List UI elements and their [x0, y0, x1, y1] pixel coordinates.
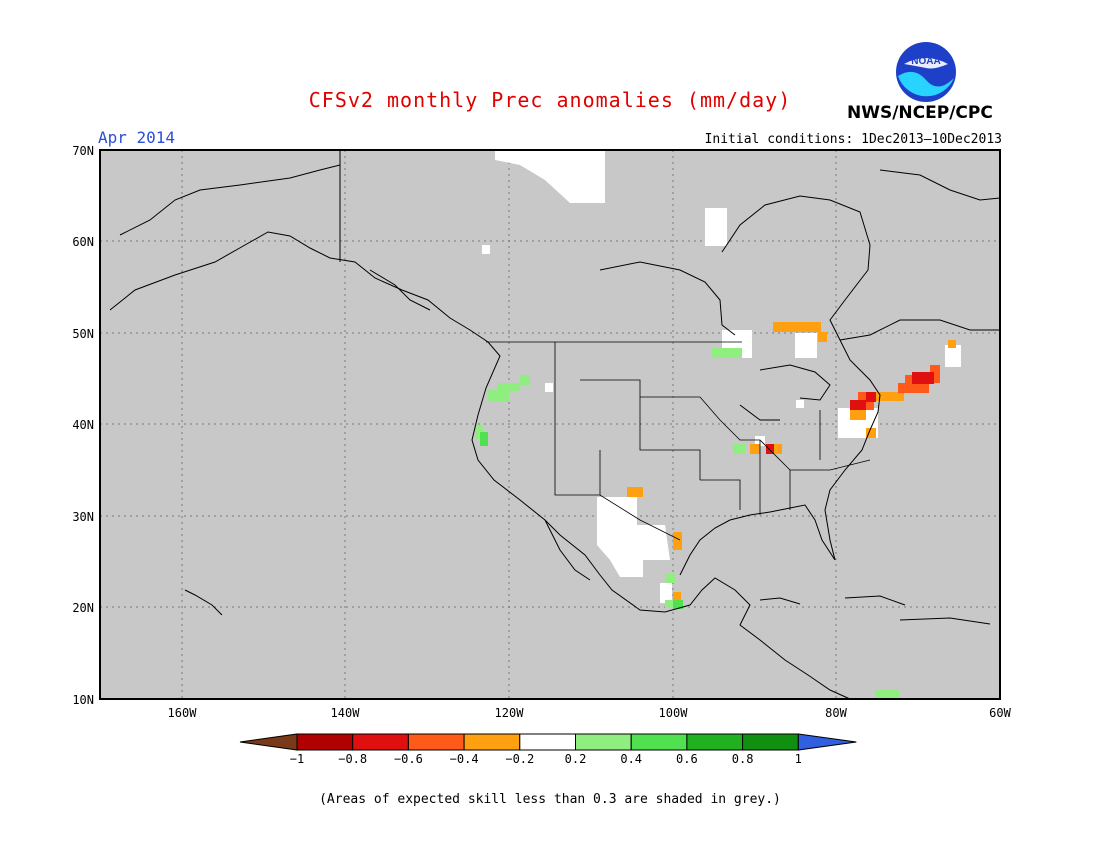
noaa-logo: NOAA: [894, 40, 958, 104]
lat-label: 60N: [72, 235, 94, 249]
colorbar-segment: [407, 733, 465, 751]
colorbar-arrow-high: [797, 733, 857, 751]
colorbar-segment: [519, 733, 576, 751]
colorbar-tick-label: 0.8: [732, 752, 754, 766]
forecast-month: Apr 2014: [98, 128, 176, 147]
lon-axis: 160W 140W 120W 100W 80W 60W: [168, 706, 1012, 720]
colorbar-segment: [463, 733, 521, 751]
lon-label: 100W: [659, 706, 689, 720]
lat-label: 20N: [72, 601, 94, 615]
map-title: CFSv2 monthly Prec anomalies (mm/day): [308, 88, 792, 112]
colorbar-segment: [575, 733, 632, 751]
coastlines: [109, 150, 1001, 700]
weak-wet-anomalies: [475, 348, 899, 699]
colorbar: [239, 733, 857, 751]
lon-label: 60W: [989, 706, 1011, 720]
map-frame: [99, 149, 1001, 700]
strong-dry-anomalies: [766, 372, 934, 454]
skill-footnote: (Areas of expected skill less than 0.3 a…: [319, 792, 781, 807]
colorbar-segment: [742, 733, 799, 751]
colorbar-tick-label: −0.4: [450, 752, 479, 766]
lat-label: 70N: [72, 144, 94, 158]
agency-label: NWS/NCEP/CPC: [847, 103, 993, 123]
colorbar-arrow-low: [239, 733, 298, 751]
lat-label: 40N: [72, 418, 94, 432]
lon-label: 160W: [168, 706, 198, 720]
noaa-logo-text: NOAA: [911, 56, 940, 67]
colorbar-tick-label: 0.4: [620, 752, 642, 766]
colorbar-tick-label: 1: [795, 752, 802, 766]
lat-axis: 70N 60N 50N 40N 30N 20N 10N: [72, 144, 94, 707]
political-borders: [486, 341, 871, 541]
initial-conditions: Initial conditions: 1Dec2013–10Dec2013: [704, 132, 1002, 147]
lat-label: 10N: [72, 693, 94, 707]
lon-label: 140W: [331, 706, 361, 720]
lat-label: 30N: [72, 510, 94, 524]
lon-label: 80W: [825, 706, 847, 720]
colorbar-tick-label: −0.8: [338, 752, 367, 766]
colorbar-tick-label: 0.6: [676, 752, 698, 766]
colorbar-segment: [352, 733, 409, 751]
near-zero-areas: [482, 150, 961, 603]
colorbar-segment: [296, 733, 354, 751]
colorbar-tick-label: −0.6: [394, 752, 423, 766]
colorbar-tick-label: 0.2: [565, 752, 587, 766]
gridlines: [100, 150, 1000, 699]
lon-label: 120W: [495, 706, 525, 720]
moderate-wet-anomalies: [480, 432, 683, 609]
lat-label: 50N: [72, 327, 94, 341]
colorbar-tick-label: −0.2: [505, 752, 534, 766]
colorbar-segment: [630, 733, 688, 751]
colorbar-labels: −1 −0.8 −0.6 −0.4 −0.2 0.2 0.4 0.6 0.8 1: [290, 752, 802, 766]
colorbar-tick-label: −1: [290, 752, 304, 766]
colorbar-segment: [686, 733, 744, 751]
